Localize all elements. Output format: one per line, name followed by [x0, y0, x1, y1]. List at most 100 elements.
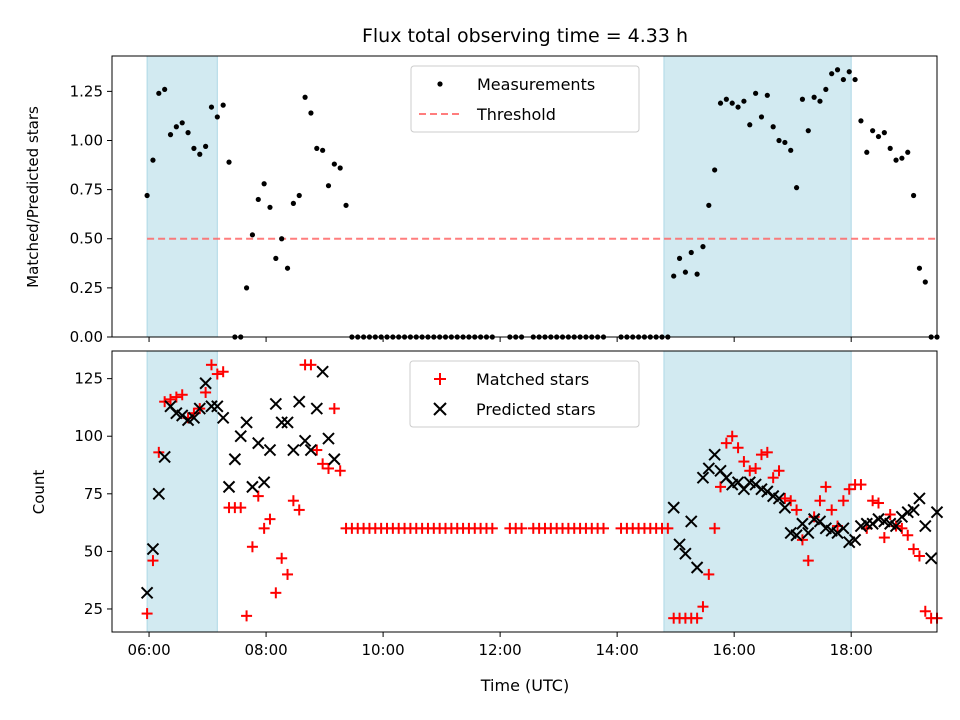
measurement-point [881, 130, 887, 136]
matched-star-point [691, 612, 703, 624]
predicted-star-point [924, 552, 938, 565]
matched-star-point [322, 462, 334, 474]
x-arm-b [907, 503, 920, 517]
x-arm-b [246, 480, 259, 494]
shaded-interval-0 [147, 56, 218, 337]
measurement-point [706, 202, 712, 208]
measurement-point [834, 67, 841, 73]
top-plot-frame [111, 55, 938, 338]
matched-star-point [732, 442, 744, 454]
x-arm-b [199, 377, 212, 390]
measurement-point [723, 96, 729, 102]
predicted-star-point [802, 526, 815, 540]
measurement-point [320, 147, 326, 153]
x-arm-b [731, 476, 745, 489]
matched-star-point [872, 497, 884, 509]
x-arm-b [696, 471, 710, 484]
x-arm-b [187, 411, 201, 425]
x-arm-b [766, 489, 780, 503]
measurement-point [302, 94, 308, 100]
predicted-star-point [919, 519, 932, 533]
matched-star-point [919, 605, 931, 617]
predicted-star-point [304, 443, 318, 457]
predicted-star-point [778, 501, 792, 514]
predicted-star-point [860, 517, 873, 530]
predicted-star-point [275, 416, 288, 429]
x-tick-label: 06:00 [127, 641, 170, 659]
predicted-star-point [158, 450, 171, 464]
matched-star-point [837, 495, 849, 507]
y-tick-label: 25 [84, 600, 103, 618]
x-arm-b [228, 453, 242, 466]
y-tick-label: 125 [74, 370, 103, 388]
x-arm-b [883, 517, 897, 530]
predicted-star-point [848, 533, 862, 547]
x-arm-b [878, 515, 891, 528]
x-arm-b [714, 464, 727, 477]
predicted-star-point [679, 547, 692, 560]
y-tick-label: 1.25 [70, 82, 103, 100]
x-arm-b [263, 443, 277, 457]
predicted-star-point [328, 453, 341, 466]
matched-star-point [761, 446, 773, 458]
predicted-star-point [322, 432, 335, 445]
legend-threshold-label: Threshold [476, 105, 556, 124]
measurement-point [331, 161, 337, 167]
y-tick-label: 100 [74, 427, 103, 445]
x-arm-b [919, 519, 932, 533]
predicted-star-point [240, 416, 253, 429]
measurement-point [279, 236, 285, 242]
x-tick-label: 10:00 [361, 641, 404, 659]
x-arm-b [872, 512, 885, 526]
measurement-point [829, 71, 835, 77]
y-tick-label: 0.75 [70, 181, 103, 199]
matched-star-point [785, 495, 797, 507]
measurement-point [741, 98, 747, 104]
legend-measurements-marker [437, 81, 443, 87]
measurement-point [817, 98, 823, 104]
x-arm-b [328, 453, 341, 466]
matched-star-point [176, 389, 188, 401]
x-arm-b [860, 517, 873, 530]
x-arm-b [667, 501, 680, 514]
matched-star-point [211, 368, 223, 380]
measurement-point [905, 149, 911, 155]
measurement-point [846, 69, 852, 75]
measurement-point [758, 114, 765, 120]
y-tick-label: 0.00 [70, 328, 103, 346]
matched-star-point [697, 601, 709, 613]
matched-star-point [843, 483, 855, 495]
measurement-point [337, 165, 343, 171]
matched-star-point [715, 481, 727, 493]
measurement-point [290, 200, 296, 206]
matched-star-point [516, 522, 528, 534]
x-arm-b [146, 542, 160, 556]
measurement-point [735, 104, 741, 110]
x-arm-b [269, 397, 283, 411]
measurement-point [208, 104, 215, 110]
measurement-point [179, 120, 185, 126]
x-arm-b [193, 402, 206, 415]
predicted-star-point [913, 492, 926, 505]
matched-star-point [170, 391, 182, 403]
bottom-axis-ticks: 06:00 08:00 10:00 12:00 14:00 16:00 18:00 25 50 7… [74, 370, 872, 659]
x-arm-b [252, 436, 265, 450]
x-arm-b [702, 462, 716, 475]
x-arm-b [240, 416, 253, 429]
predicted-star-point [685, 515, 698, 528]
predicted-star-point [673, 538, 686, 551]
measurement-point [214, 114, 220, 120]
measurement-point [875, 133, 882, 140]
predicted-star-point [193, 402, 206, 415]
measurement-point [197, 151, 203, 157]
matched-star-point [884, 509, 896, 521]
matched-star-point [264, 513, 276, 525]
x-arm-b [679, 547, 692, 560]
matched-star-point [305, 359, 317, 371]
x-arm-b [825, 524, 838, 537]
matched-star-point [200, 386, 212, 398]
measurement-point [682, 269, 689, 275]
predicted-star-point [269, 397, 283, 411]
x-arm-b [796, 517, 809, 530]
measurement-point [255, 196, 261, 203]
